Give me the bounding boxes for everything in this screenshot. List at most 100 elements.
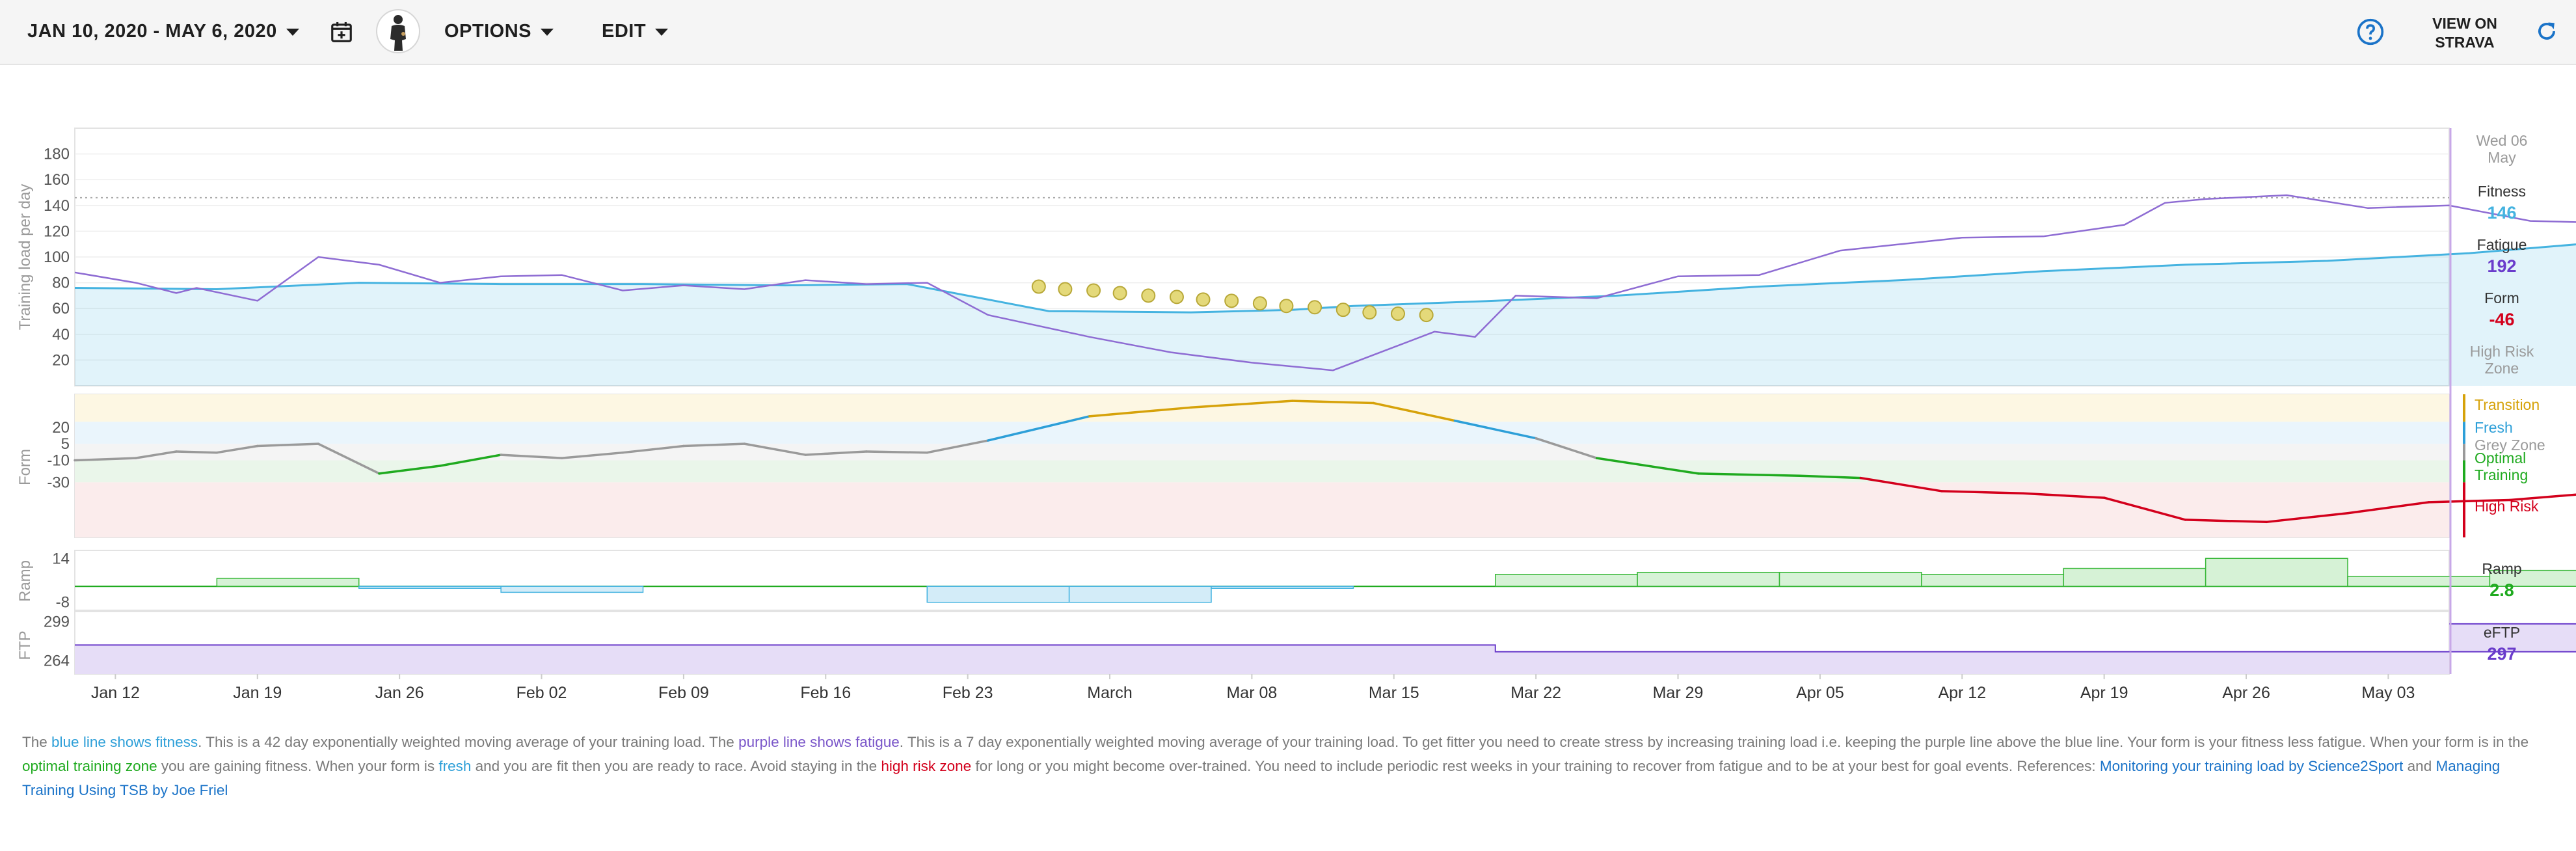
x-tick-label: March [1087,684,1132,702]
fatigue-value: 192 [2487,256,2516,276]
fatigue-line-explanation: purple line shows fatigue [738,734,900,750]
ramp-bar [1068,586,1212,603]
x-tick-label: Apr 12 [1938,684,1986,702]
x-tick-label: Mar 29 [1653,684,1704,702]
edit-dropdown[interactable]: EDIT [602,21,669,42]
form-line-segment [134,450,178,459]
view-on-strava-line1: VIEW ON [2432,15,2497,32]
help-icon[interactable] [2356,18,2385,46]
planned-workout-dot [1224,293,1239,308]
planned-workout-dot [1112,286,1127,301]
zone-color-bar [2463,482,2465,537]
planned-workout-dot [1308,300,1322,315]
load-y-tick: 40 [52,326,70,344]
ramp-bar [2489,569,2576,587]
ramp-bar [2063,567,2207,587]
form-line-segment [1940,490,2024,495]
explanation-text: The blue line shows fitness. This is a 4… [22,730,2546,802]
footer-text-6: for long or you might become over-traine… [971,758,2100,774]
fitness-value: 146 [2487,203,2516,223]
form-zone-band [75,444,2449,461]
side-date-line2: May [2488,149,2516,166]
footer-text-5: and you are fit then you are ready to ra… [471,758,881,774]
form-line-segment [2508,493,2576,502]
form-line-segment [987,415,1091,442]
x-tick-label: Apr 19 [2080,684,2128,702]
side-date-line1: Wed 06 [2476,132,2528,149]
fitness-line-explanation: blue line shows fitness [51,734,198,750]
avatar[interactable] [376,9,420,53]
form-line-segment [74,457,137,462]
form-zone-band [75,482,2449,537]
ramp-bar [926,586,1070,603]
ramp-bar [1495,574,1638,587]
high-risk-text: high risk zone [881,758,972,774]
x-tick-label: Jan 26 [375,684,424,702]
form-line-segment [378,465,442,475]
date-range-dropdown[interactable]: JAN 10, 2020 - MAY 6, 2020 [27,21,299,42]
zone-color-bar [2463,460,2465,483]
form-line-segment [2022,492,2106,499]
form-line-segment [865,450,929,454]
load-y-tick: 20 [52,351,70,369]
form-zone-band [75,394,2449,422]
side-panel: Wed 06 May Fitness 146 Fatigue 192 Form … [2470,132,2534,664]
form-line-segment [2184,519,2268,524]
ramp-bar [2347,576,2491,587]
eftp-line [75,623,2576,653]
load-y-tick: 80 [52,275,70,292]
eftp-axis-title: FTP [16,630,34,660]
fitness-line [74,243,2576,314]
x-tick-label: Mar 15 [1369,684,1419,702]
zone-line2: Zone [2485,360,2519,377]
reference-link-science2sport[interactable]: Monitoring your training load by Science… [2099,758,2404,774]
athlete-avatar-icon [390,15,406,51]
form-zone-band [75,422,2449,444]
options-dropdown[interactable]: OPTIONS [444,21,554,42]
footer-text-1: The [22,734,52,750]
fitness-area [75,244,2576,386]
form-line-segment [560,451,624,459]
load-axis-title: Training load per day [16,184,34,331]
form-y-tick: 5 [61,435,70,453]
zone-color-bar [2463,422,2465,444]
reference-link-joe-friel[interactable]: Managing Training Using TSB by Joe Friel [22,758,2501,798]
calendar-add-icon[interactable] [329,19,354,45]
load-y-tick: 140 [44,197,70,215]
planned-workout-dot [1141,288,1156,303]
x-tick-label: Feb 16 [800,684,851,702]
ramp-bar [1778,571,1922,587]
zone-label: Fresh [2475,419,2513,436]
ramp-y-tick: 14 [52,550,70,567]
refresh-icon[interactable] [2534,19,2559,44]
zone-label: High Risk [2475,498,2539,515]
load-y-tick: 180 [44,146,70,163]
form-y-tick: -30 [47,474,70,491]
planned-workout-dot [1031,279,1046,294]
form-line-segment [1088,406,1192,418]
zone-label: Training [2475,466,2528,483]
x-tick-label: Feb 09 [658,684,709,702]
form-line-segment [1859,476,1943,493]
zone-line1: High Risk [2470,343,2534,360]
ramp-value: 2.8 [2489,580,2514,600]
ramp-bar [216,578,360,587]
view-on-strava-line2: STRAVA [2435,34,2495,51]
x-tick-label: Feb 02 [517,684,567,702]
view-on-strava-button[interactable]: VIEW ON STRAVA [2416,14,2514,52]
zone-label: Optimal [2475,450,2526,466]
date-range-label: JAN 10, 2020 - MAY 6, 2020 [27,21,277,42]
ramp-bar [1211,586,1354,589]
form-line-segment [1372,401,1456,422]
eftp-y-tick: 299 [44,613,70,630]
load-y-tick: 100 [44,249,70,266]
form-line-segment [1535,437,1598,459]
ramp-bar [1637,571,1780,587]
form-line-segment [317,442,381,475]
form-line-segment [621,444,685,454]
eftp-value: 297 [2487,644,2516,664]
form-line-segment [1697,472,1801,477]
x-tick-label: Apr 05 [1796,684,1844,702]
form-line-segment [2428,498,2512,504]
planned-workout-dot [1058,282,1073,297]
